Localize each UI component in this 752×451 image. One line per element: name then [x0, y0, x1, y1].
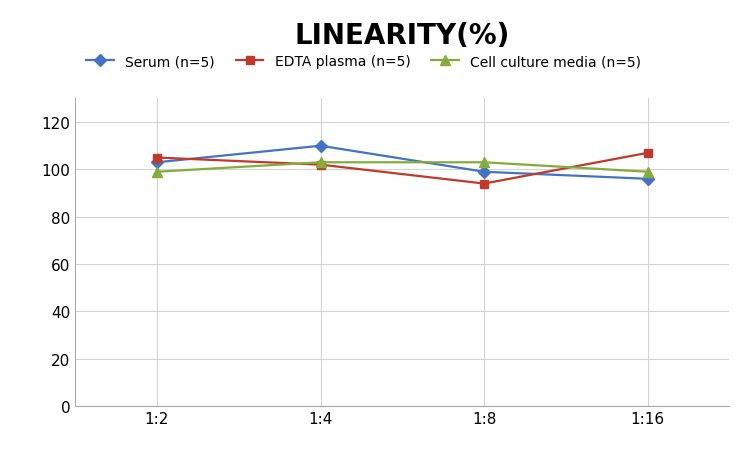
Line: Cell culture media (n=5): Cell culture media (n=5) [152, 158, 653, 177]
Line: Serum (n=5): Serum (n=5) [153, 142, 652, 184]
Cell culture media (n=5) [316, 160, 325, 166]
Legend: Serum (n=5), EDTA plasma (n=5), Cell culture media (n=5): Serum (n=5), EDTA plasma (n=5), Cell cul… [82, 51, 645, 73]
EDTA plasma (n=5) [316, 162, 325, 168]
Line: EDTA plasma (n=5): EDTA plasma (n=5) [153, 149, 652, 189]
Title: LINEARITY(%): LINEARITY(%) [295, 22, 510, 50]
Serum (n=5) [316, 144, 325, 149]
EDTA plasma (n=5) [643, 151, 652, 156]
Serum (n=5) [480, 170, 489, 175]
Cell culture media (n=5) [643, 170, 652, 175]
Serum (n=5) [153, 160, 162, 166]
EDTA plasma (n=5) [153, 156, 162, 161]
Cell culture media (n=5) [480, 160, 489, 166]
Cell culture media (n=5) [153, 170, 162, 175]
EDTA plasma (n=5) [480, 181, 489, 187]
Serum (n=5) [643, 177, 652, 182]
